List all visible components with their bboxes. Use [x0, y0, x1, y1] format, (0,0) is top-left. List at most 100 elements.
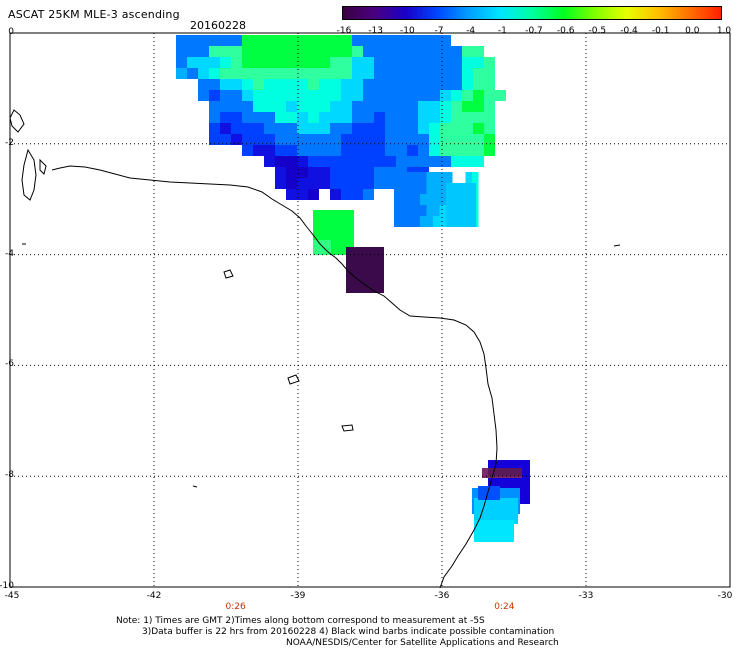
wind-cell	[352, 57, 363, 68]
wind-cell	[286, 178, 297, 189]
wind-cell	[413, 216, 420, 227]
wind-cell	[465, 172, 472, 183]
wind-cell	[176, 35, 187, 46]
wind-cell	[286, 123, 297, 134]
wind-cell	[242, 35, 253, 46]
colorbar-tick: 1.0	[716, 26, 732, 36]
wind-cell	[400, 172, 407, 183]
wind-cell	[209, 46, 220, 57]
wind-cell	[308, 123, 319, 134]
wind-cell	[253, 101, 264, 112]
wind-cell	[451, 57, 462, 68]
wind-cell	[313, 240, 331, 255]
wind-cell	[231, 79, 242, 90]
wind-cell	[330, 178, 341, 189]
wind-cell	[297, 57, 308, 68]
wind-cell	[253, 46, 264, 57]
wind-cell	[297, 123, 308, 134]
wind-cell	[462, 145, 473, 156]
wind-cell	[462, 90, 473, 101]
wind-cell	[420, 216, 427, 227]
wind-cell	[426, 183, 433, 194]
wind-cell	[253, 145, 264, 156]
wind-cell	[374, 79, 385, 90]
wind-cell	[439, 205, 446, 216]
wind-cell	[433, 183, 440, 194]
wind-cell	[275, 156, 286, 167]
wind-cell	[209, 134, 220, 145]
longitude-label: -39	[290, 591, 306, 601]
wind-cell	[407, 90, 418, 101]
longitude-label: -30	[717, 591, 733, 601]
wind-cell	[308, 46, 319, 57]
wind-cell	[394, 205, 401, 216]
wind-cell	[308, 145, 319, 156]
wind-cell	[473, 46, 484, 57]
wind-cell	[385, 57, 396, 68]
wind-cell	[429, 145, 440, 156]
wind-cell	[330, 68, 341, 79]
wind-cell	[231, 134, 242, 145]
note-line-3: NOAA/NESDIS/Center for Satellite Applica…	[286, 638, 559, 648]
wind-cell	[264, 134, 275, 145]
wind-cell	[418, 112, 429, 123]
wind-cell	[396, 35, 407, 46]
wind-cell	[413, 205, 420, 216]
wind-cell	[396, 68, 407, 79]
wind-cell	[484, 68, 495, 79]
wind-cell	[286, 35, 297, 46]
wind-cell	[253, 57, 264, 68]
wind-cell	[440, 156, 451, 167]
wind-cell	[253, 68, 264, 79]
island-small-4	[613, 244, 621, 247]
wind-cell	[319, 79, 330, 90]
wind-cell	[286, 101, 297, 112]
wind-cell	[231, 46, 242, 57]
wind-cell	[242, 68, 253, 79]
wind-cell	[264, 123, 275, 134]
wind-cell	[363, 90, 374, 101]
wind-cell	[253, 134, 264, 145]
wind-cell	[418, 145, 429, 156]
wind-cell	[374, 101, 385, 112]
wind-cell	[209, 79, 220, 90]
wind-cell	[420, 183, 427, 194]
wind-cell	[407, 134, 418, 145]
island-small-2	[341, 424, 354, 432]
wind-cell	[209, 123, 220, 134]
note-line-2: 3)Data buffer is 22 hrs from 20160228 4)…	[142, 627, 555, 637]
wind-cell	[341, 79, 352, 90]
wind-cell	[426, 194, 433, 205]
wind-cell	[297, 134, 308, 145]
wind-cell	[462, 46, 473, 57]
wind-cell	[253, 123, 264, 134]
wind-cell	[275, 123, 286, 134]
wind-cell	[385, 145, 396, 156]
wind-cell	[451, 112, 462, 123]
wind-cell	[385, 112, 396, 123]
wind-cell	[374, 167, 385, 178]
wind-cell	[220, 101, 231, 112]
longitude-label: -33	[578, 591, 594, 601]
wind-cell	[451, 134, 462, 145]
wind-cell	[297, 112, 308, 123]
longitude-label: -45	[4, 591, 20, 601]
wind-cell	[407, 183, 414, 194]
wind-cell	[396, 46, 407, 57]
wind-cell	[433, 216, 440, 227]
wind-cell	[429, 101, 440, 112]
wind-cell	[308, 189, 319, 200]
wind-cell	[474, 498, 518, 524]
wind-cell	[429, 35, 440, 46]
wind-cell	[385, 46, 396, 57]
wind-cell	[426, 172, 433, 183]
wind-cell	[264, 112, 275, 123]
wind-cell	[396, 145, 407, 156]
wind-cell	[396, 79, 407, 90]
wind-cell	[363, 79, 374, 90]
wind-cell	[330, 46, 341, 57]
wind-cell	[374, 46, 385, 57]
wind-cell	[473, 79, 484, 90]
wind-cell	[286, 156, 297, 167]
wind-cell	[330, 156, 341, 167]
